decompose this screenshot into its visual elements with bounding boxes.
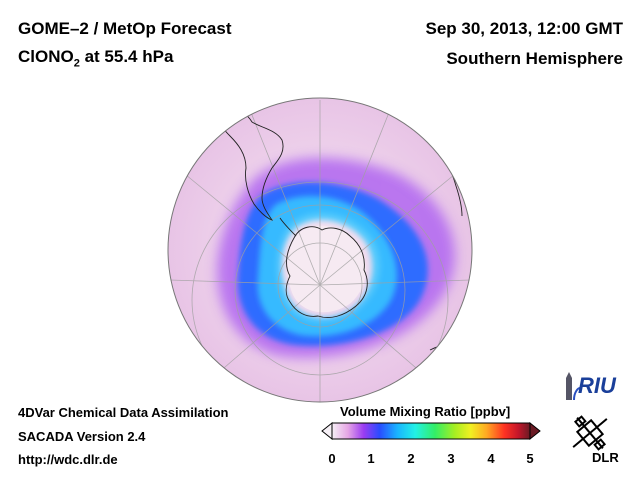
graticule bbox=[169, 100, 471, 402]
riu-logo: RIU bbox=[566, 372, 617, 401]
species-level: at 55.4 hPa bbox=[79, 47, 174, 66]
colorbar-arrow-left bbox=[321, 421, 333, 441]
footer-version: SACADA Version 2.4 bbox=[18, 429, 146, 444]
dlr-logo-mark bbox=[572, 415, 608, 451]
colorbar-bar bbox=[331, 422, 531, 440]
title-product: GOME–2 / MetOp Forecast bbox=[18, 19, 232, 38]
species-name: ClONO bbox=[18, 47, 74, 66]
colorbar-tick-5: 5 bbox=[526, 451, 534, 466]
colorbar bbox=[321, 421, 541, 441]
riu-logo-text: RIU bbox=[578, 373, 617, 398]
colorbar-title: Volume Mixing Ratio [ppbv] bbox=[340, 404, 511, 419]
south-america-coast bbox=[216, 106, 284, 221]
footer-url[interactable]: http://wdc.dlr.de bbox=[18, 452, 118, 467]
colorbar-tick-2: 2 bbox=[407, 451, 415, 466]
species-subscript: 2 bbox=[73, 57, 80, 70]
forecast-date: Sep 30, 2013, 12:00 GMT bbox=[425, 19, 624, 38]
antarctic-peninsula bbox=[279, 217, 297, 237]
colorbar-tick-3: 3 bbox=[447, 451, 455, 466]
colorbar-arrow-right bbox=[529, 421, 541, 441]
footer-assimilation: 4DVar Chemical Data Assimilation bbox=[18, 405, 229, 420]
title-species: ClONO2 at 55.4 hPa bbox=[18, 47, 173, 69]
colorbar-tick-0: 0 bbox=[328, 451, 336, 466]
colorbar-tick-4: 4 bbox=[487, 451, 495, 466]
colorbar-tick-1: 1 bbox=[367, 451, 375, 466]
dlr-logo-text: DLR bbox=[592, 450, 619, 465]
antarctica-coast bbox=[285, 226, 368, 318]
globe-outline bbox=[167, 97, 473, 403]
hemisphere-label: Southern Hemisphere bbox=[446, 49, 623, 68]
riu-logo-mark bbox=[566, 372, 572, 400]
field-ring-cyan bbox=[257, 196, 397, 337]
